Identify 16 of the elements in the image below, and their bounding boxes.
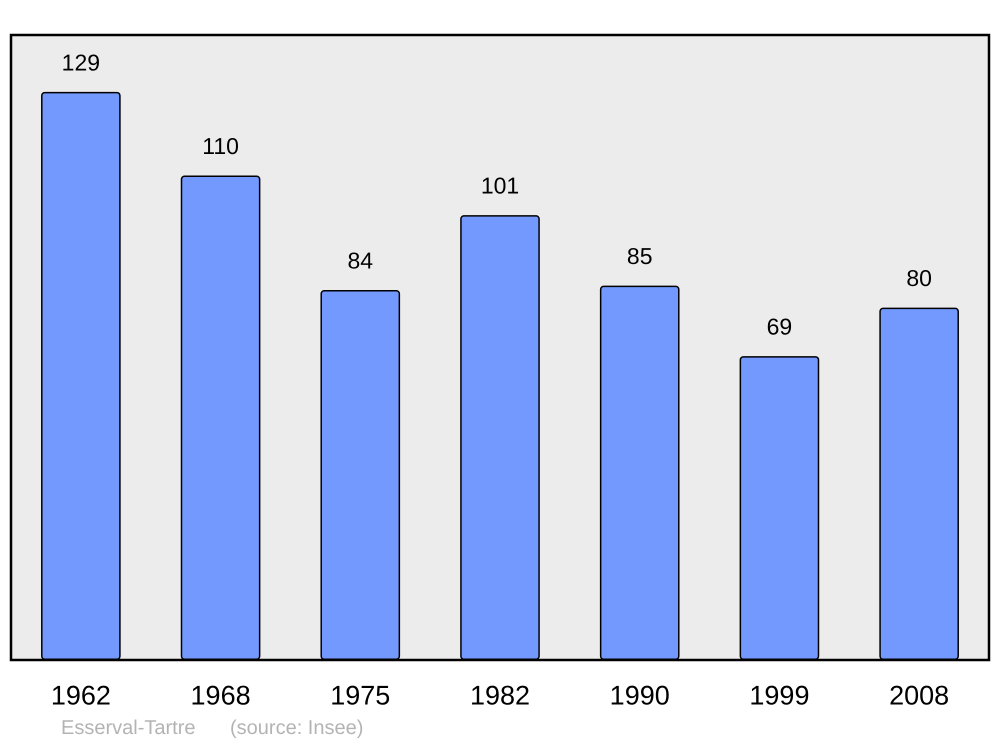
data-label: 101 xyxy=(480,172,520,199)
x-tick-label: 1975 xyxy=(330,680,390,710)
x-tick-label: 1999 xyxy=(749,680,810,710)
text: Esserval-Tartre xyxy=(61,717,196,739)
x-tick-label: 1982 xyxy=(470,680,530,710)
data-label: 85 xyxy=(626,243,653,270)
data-label: 80 xyxy=(906,265,932,292)
data-label: 129 xyxy=(62,49,100,76)
x-tick-label: 1962 xyxy=(50,680,111,710)
data-label: 110 xyxy=(202,133,239,160)
x-tick-label: 1968 xyxy=(190,680,251,710)
x-tick-label: 1990 xyxy=(610,680,670,710)
data-label: 84 xyxy=(347,248,374,274)
text: (source: Insee) xyxy=(230,717,364,739)
x-tick-label: 2008 xyxy=(889,680,950,710)
data-label: 69 xyxy=(766,314,792,340)
